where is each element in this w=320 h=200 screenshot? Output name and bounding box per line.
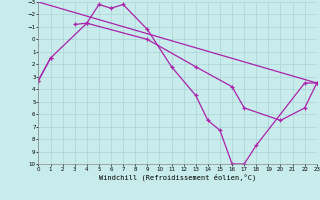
X-axis label: Windchill (Refroidissement éolien,°C): Windchill (Refroidissement éolien,°C)	[99, 173, 256, 181]
